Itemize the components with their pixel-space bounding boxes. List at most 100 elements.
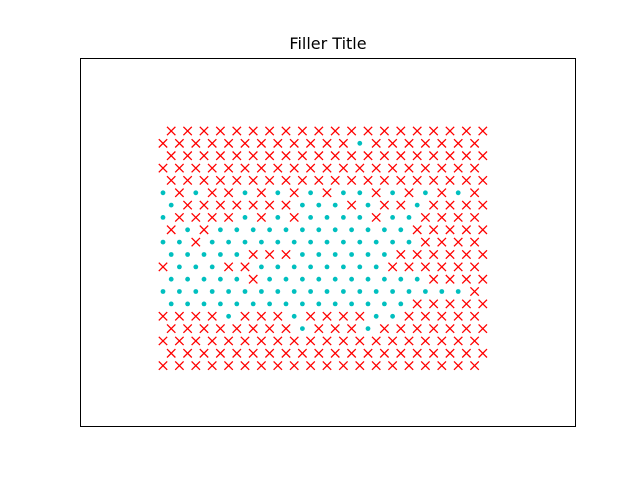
x-point bbox=[174, 138, 185, 148]
x-point bbox=[469, 237, 480, 247]
dot-point bbox=[382, 301, 387, 307]
dot-point bbox=[300, 252, 305, 257]
x-point bbox=[428, 348, 439, 358]
x-point bbox=[371, 360, 381, 371]
x-point bbox=[289, 138, 299, 148]
x-point bbox=[428, 323, 439, 334]
dot-point bbox=[300, 276, 305, 282]
x-point bbox=[371, 163, 381, 173]
dot-point bbox=[168, 202, 174, 208]
x-point bbox=[396, 249, 406, 260]
x-point bbox=[191, 336, 201, 346]
x-point bbox=[223, 360, 234, 371]
dot-point bbox=[259, 239, 264, 245]
dot-point bbox=[275, 289, 281, 294]
x-point bbox=[461, 126, 472, 136]
dot-point bbox=[357, 215, 363, 220]
x-point bbox=[469, 360, 480, 371]
dot-point bbox=[275, 215, 281, 220]
x-point bbox=[404, 138, 414, 148]
x-point bbox=[191, 212, 201, 223]
x-point bbox=[322, 360, 332, 371]
x-point bbox=[355, 311, 365, 321]
x-point bbox=[158, 138, 168, 148]
dot-point bbox=[423, 190, 428, 196]
dot-point bbox=[234, 276, 240, 282]
dot-point bbox=[414, 202, 420, 208]
x-point bbox=[420, 336, 431, 346]
dot-point bbox=[291, 313, 297, 319]
x-point bbox=[273, 311, 283, 321]
x-point bbox=[330, 175, 340, 186]
x-point bbox=[453, 138, 463, 148]
dot-point bbox=[341, 264, 346, 270]
x-point bbox=[461, 175, 472, 186]
dot-point bbox=[357, 140, 363, 146]
dot-point bbox=[226, 289, 232, 294]
x-point bbox=[404, 360, 414, 371]
x-point bbox=[330, 323, 340, 334]
x-point bbox=[174, 311, 185, 321]
chart-title: Filler Title bbox=[289, 34, 366, 53]
x-point bbox=[330, 348, 340, 358]
dot-point bbox=[341, 190, 346, 196]
x-point bbox=[182, 348, 193, 358]
x-point bbox=[174, 163, 185, 173]
dot-point bbox=[324, 289, 330, 294]
x-point bbox=[412, 225, 422, 235]
x-point bbox=[248, 151, 258, 161]
dot-point bbox=[209, 264, 215, 270]
x-point bbox=[420, 262, 431, 272]
x-point bbox=[314, 348, 324, 358]
x-point bbox=[248, 274, 258, 284]
plot-frame bbox=[80, 58, 576, 427]
dot-point bbox=[324, 215, 330, 220]
dot-point bbox=[373, 289, 379, 294]
dot-point bbox=[160, 289, 166, 294]
x-point bbox=[289, 212, 299, 223]
x-point bbox=[420, 138, 431, 148]
dot-point bbox=[332, 202, 338, 208]
x-point bbox=[182, 323, 193, 334]
x-point bbox=[404, 311, 414, 321]
dot-point bbox=[349, 252, 354, 257]
x-point bbox=[207, 163, 217, 173]
dot-point bbox=[234, 227, 240, 233]
dot-point bbox=[439, 289, 445, 294]
x-point bbox=[289, 188, 299, 198]
x-point bbox=[297, 126, 308, 136]
dot-point bbox=[177, 289, 182, 294]
x-point bbox=[478, 348, 488, 358]
dot-point bbox=[373, 313, 379, 319]
dot-point bbox=[365, 227, 371, 233]
x-point bbox=[207, 360, 217, 371]
x-point bbox=[305, 336, 316, 346]
x-point bbox=[223, 262, 234, 272]
x-point bbox=[396, 200, 406, 210]
dot-point bbox=[300, 301, 305, 307]
x-point bbox=[281, 151, 291, 161]
dot-point bbox=[324, 239, 330, 245]
x-point bbox=[428, 274, 439, 284]
x-point bbox=[379, 323, 390, 334]
dot-point bbox=[365, 252, 371, 257]
dot-point bbox=[365, 301, 371, 307]
x-point bbox=[355, 163, 365, 173]
dot-point bbox=[283, 301, 289, 307]
dot-point bbox=[267, 301, 272, 307]
x-point bbox=[412, 126, 422, 136]
dot-point bbox=[341, 215, 346, 220]
x-point bbox=[174, 336, 185, 346]
dot-point bbox=[316, 252, 322, 257]
x-point bbox=[420, 311, 431, 321]
dot-point bbox=[390, 239, 395, 245]
x-point bbox=[404, 163, 414, 173]
x-point bbox=[223, 138, 234, 148]
x-point bbox=[412, 151, 422, 161]
x-point bbox=[248, 126, 258, 136]
dot-point bbox=[218, 227, 223, 233]
dot-point bbox=[406, 239, 412, 245]
x-point bbox=[445, 249, 455, 260]
x-point bbox=[404, 262, 414, 272]
